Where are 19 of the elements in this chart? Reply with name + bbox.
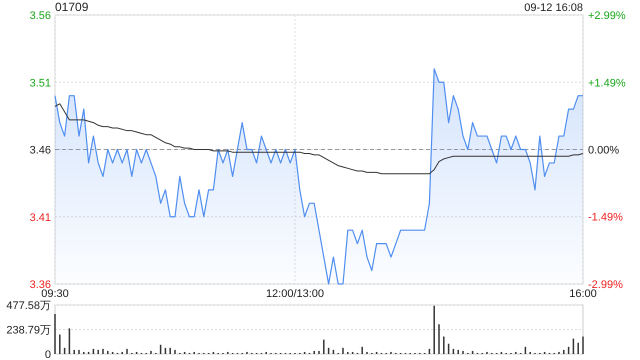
line-series — [54, 103, 584, 174]
y-tick-label: 477.58万 — [6, 300, 51, 312]
y-tick-label: 238.79万 — [6, 324, 51, 336]
y2-tick-label: 0.00% — [588, 144, 620, 156]
chart-title: 01709 — [55, 0, 89, 14]
x-tick-label: 16:00 — [569, 288, 597, 300]
y-tick-label: 0 — [44, 349, 51, 360]
y-tick-label: 3.46 — [30, 144, 51, 156]
y2-tick-label: +1.49% — [588, 77, 626, 90]
y2-tick-label: -2.99% — [588, 279, 624, 291]
y2-tick-label: +2.99% — [588, 10, 626, 22]
x-tick-label: 12:00/13:00 — [266, 288, 324, 300]
y-tick-label: 3.36 — [30, 279, 51, 291]
y-tick-label: 3.41 — [30, 212, 51, 224]
text: 09-12 16:08 — [524, 2, 583, 14]
y2-tick-label: -1.49% — [588, 212, 624, 224]
y-tick-label: 3.56 — [30, 10, 51, 22]
x-tick-label: 09:30 — [41, 288, 69, 300]
y-tick-label: 3.51 — [30, 77, 51, 90]
